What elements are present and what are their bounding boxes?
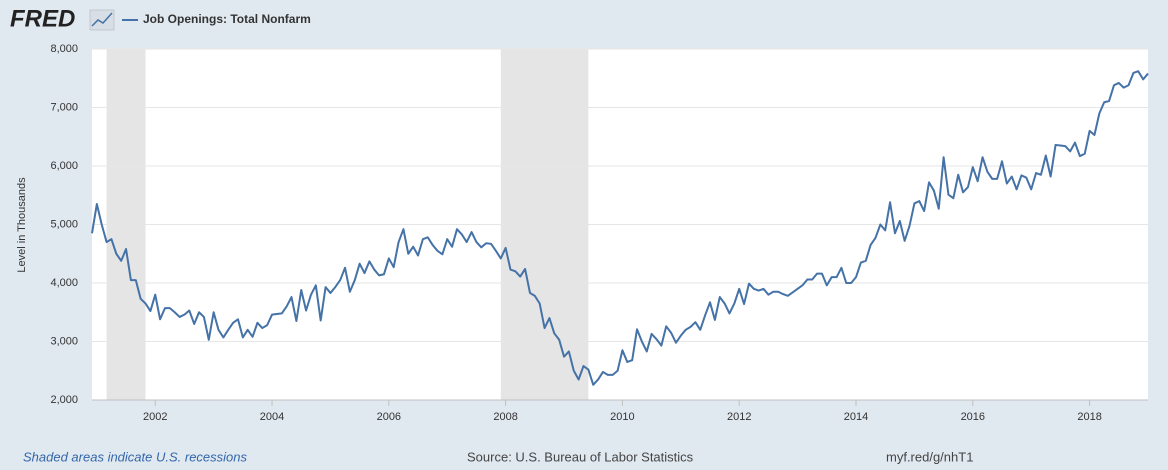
logo[interactable]: FRED	[10, 5, 75, 32]
y-tick-label: 3,000	[50, 335, 78, 347]
x-tick-label: 2010	[610, 411, 634, 423]
x-tick-label: 2008	[493, 411, 517, 423]
x-tick-label: 2004	[260, 411, 284, 423]
y-axis-label: Level in Thousands	[16, 177, 28, 273]
y-tick-label: 4,000	[50, 277, 78, 289]
y-tick-label: 2,000	[50, 394, 78, 406]
x-tick-label: 2002	[143, 411, 167, 423]
short-link[interactable]: myf.red/g/nhT1	[886, 449, 973, 464]
recession-note[interactable]: Shaded areas indicate U.S. recessions	[23, 449, 248, 464]
source: Source: U.S. Bureau of Labor Statistics	[467, 449, 694, 464]
x-tick-label: 2012	[727, 411, 751, 423]
x-tick-label: 2014	[844, 411, 868, 423]
data-line	[91, 70, 1149, 386]
x-tick-label: 2006	[377, 411, 401, 423]
y-tick-label: 7,000	[50, 101, 78, 113]
x-tick-label: 2016	[961, 411, 985, 423]
logo-icon	[89, 9, 115, 31]
y-tick-label: 5,000	[50, 218, 78, 230]
x-tick-label: 2018	[1077, 411, 1101, 423]
y-tick-label: 8,000	[50, 43, 78, 55]
legend-label: Job Openings: Total Nonfarm	[143, 12, 311, 26]
y-tick-label: 6,000	[50, 160, 78, 172]
